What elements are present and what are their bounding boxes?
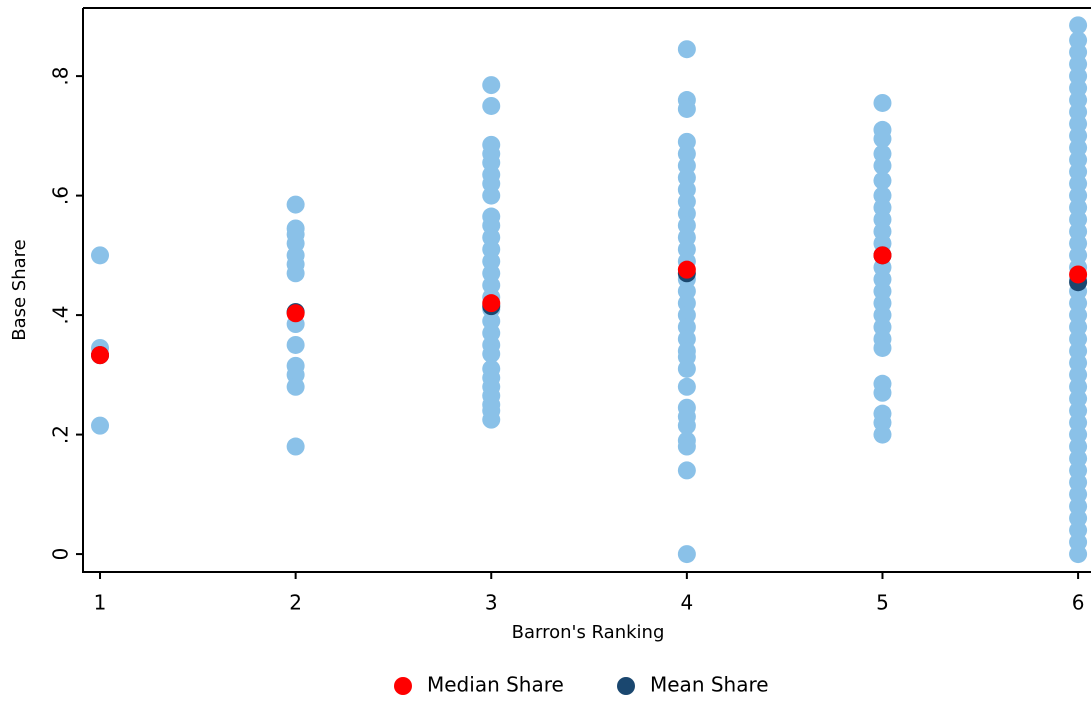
legend-marker <box>394 677 412 695</box>
scatter-point <box>1069 545 1088 564</box>
scatter-point <box>873 246 892 265</box>
scatter-point <box>677 461 696 480</box>
scatter-point <box>677 40 696 59</box>
scatter-point <box>91 416 110 435</box>
scatter-point <box>677 377 696 396</box>
legend-label: Median Share <box>427 673 564 697</box>
scatter-point <box>873 93 892 112</box>
x-tick-label: 3 <box>485 591 498 615</box>
scatter-point <box>677 359 696 378</box>
scatter-point <box>482 410 501 429</box>
x-tick-label: 4 <box>680 591 693 615</box>
x-tick-label: 2 <box>289 591 302 615</box>
legend-marker <box>617 677 635 695</box>
y-tick-label: .2 <box>49 425 73 444</box>
scatter-point <box>482 96 501 115</box>
scatter-point <box>873 156 892 175</box>
scatter-point <box>482 186 501 205</box>
scatter-point <box>286 377 305 396</box>
scatter-point <box>1069 265 1088 284</box>
scatter-point <box>286 195 305 214</box>
scatter-point <box>873 129 892 148</box>
scatter-point <box>286 335 305 354</box>
scatter-point <box>91 246 110 265</box>
scatter-point <box>873 171 892 190</box>
y-tick-label: 0 <box>49 548 73 561</box>
x-tick-label: 5 <box>876 591 889 615</box>
scatter-point <box>482 294 501 313</box>
x-tick-label: 6 <box>1072 591 1085 615</box>
scatter-point <box>677 99 696 118</box>
scatter-point <box>482 76 501 95</box>
legend-label: Mean Share <box>650 673 769 697</box>
scatter-point <box>677 260 696 279</box>
scatter-point <box>1069 16 1088 35</box>
x-tick-label: 1 <box>94 591 107 615</box>
y-tick-label: .8 <box>49 67 73 86</box>
scatter-point <box>677 416 696 435</box>
plot-marks <box>91 16 1088 564</box>
y-tick-label: .4 <box>49 306 73 325</box>
scatter-point <box>286 437 305 456</box>
scatter-point <box>873 425 892 444</box>
scatter-point <box>873 338 892 357</box>
scatter-point <box>286 304 305 323</box>
y-axis-title: Base Share <box>9 239 30 341</box>
scatter-point <box>677 545 696 564</box>
axis-frame <box>82 8 1091 573</box>
scatter-point <box>482 344 501 363</box>
x-axis-title: Barron's Ranking <box>512 622 665 643</box>
scatter-point <box>873 383 892 402</box>
y-tick-label: .6 <box>49 186 73 205</box>
scatter-point <box>677 437 696 456</box>
scatter-point <box>286 264 305 283</box>
scatter-point <box>91 346 110 365</box>
